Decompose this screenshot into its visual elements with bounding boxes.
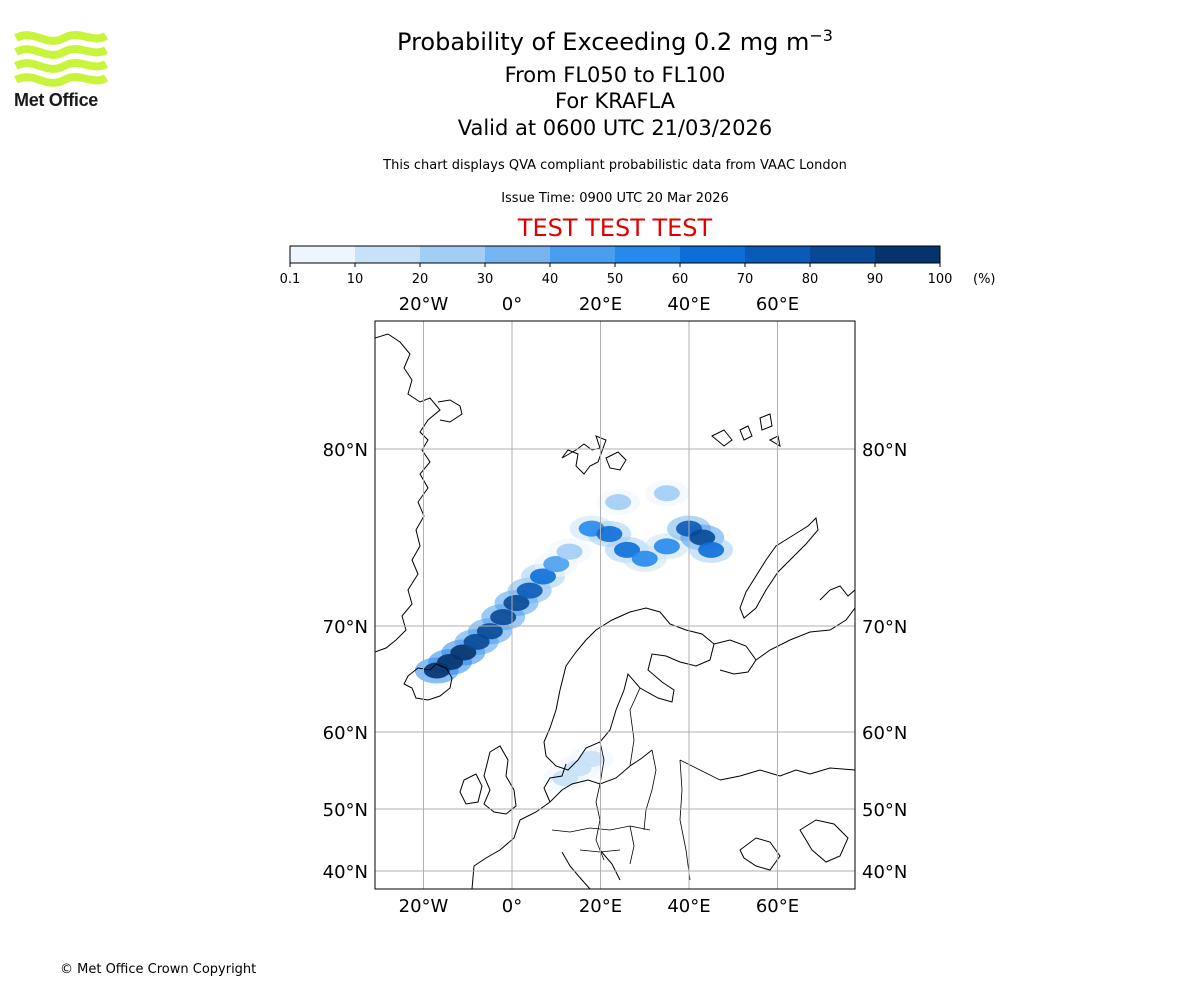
- lat-label-right: 50°N: [862, 800, 907, 821]
- logo-text: Met Office: [14, 90, 99, 110]
- lat-label-right: 60°N: [862, 723, 907, 744]
- colorbar-tick-label: 40: [542, 272, 559, 287]
- plume-cell: [543, 556, 570, 573]
- met-office-logo: Met Office: [14, 30, 109, 112]
- axis-labels: 20°W 20°W 0° 0° 20°E 20°E 40°E 40°E 60°E 60°E 80°N…: [323, 294, 908, 917]
- colorbar-tick-label: 50: [607, 272, 624, 287]
- test-banner: TEST TEST TEST: [517, 214, 713, 242]
- plume-cell: [698, 541, 725, 558]
- colorbar-tick-label: 80: [802, 272, 819, 287]
- colorbar-swatch: [550, 246, 615, 263]
- colorbar-swatch: [745, 246, 810, 263]
- colorbar-tick-label: 30: [477, 272, 494, 287]
- colorbar-swatch: [290, 246, 355, 263]
- plume-cell: [631, 550, 658, 567]
- probability-colorbar: 0.1 10 20 30 40 50 60 70 80 90 100 (%): [280, 245, 996, 287]
- lon-label-top: 20°E: [579, 294, 622, 315]
- colorbar-swatch: [420, 246, 485, 263]
- coast-svalbard-east: [605, 451, 627, 471]
- coast-europe: [471, 749, 653, 889]
- lon-label-bottom: 60°E: [756, 896, 799, 917]
- lat-label-left: 80°N: [323, 440, 368, 461]
- colorbar-swatch: [680, 246, 745, 263]
- lat-label-right: 80°N: [862, 440, 907, 461]
- issue-time: Issue Time: 0900 UTC 20 Mar 2026: [501, 191, 729, 206]
- logo-waves: [14, 31, 108, 87]
- flight-levels: From FL050 to FL100: [504, 63, 726, 87]
- title-exponent: −3: [809, 26, 833, 45]
- probability-map: 20°W 20°W 0° 0° 20°E 20°E 40°E 40°E 60°E 60°E 80°N…: [323, 294, 908, 917]
- lon-label-bottom: 0°: [502, 896, 522, 917]
- lon-label-bottom: 40°E: [667, 896, 710, 917]
- colorbar-tick-label: 0.1: [280, 272, 301, 287]
- colorbar-swatch: [355, 246, 420, 263]
- chart-subtitle: This chart displays QVA compliant probab…: [383, 158, 847, 173]
- coast-ireland: [459, 773, 483, 805]
- colorbar-swatch: [485, 246, 550, 263]
- colorbar-swatch: [810, 246, 875, 263]
- plume-cell: [503, 594, 530, 611]
- valid-time: Valid at 0600 UTC 21/03/2026: [457, 116, 773, 140]
- lat-label-right: 40°N: [862, 862, 907, 883]
- colorbar-swatch: [875, 246, 940, 263]
- lon-label-bottom: 20°W: [399, 896, 449, 917]
- lon-label-top: 60°E: [756, 294, 799, 315]
- lat-label-left: 50°N: [323, 800, 368, 821]
- coast-greenland: [375, 333, 441, 653]
- chart-title: Probability of Exceeding 0.2 mg m−3: [290, 26, 940, 56]
- coast-novaya-zemlya: [739, 516, 819, 619]
- title-text: Probability of Exceeding 0.2 mg m: [397, 28, 810, 56]
- colorbar-tick-label: 60: [672, 272, 689, 287]
- colorbar-tick-label: 20: [412, 272, 429, 287]
- plume-cell: [552, 770, 579, 787]
- met-office-wave-icon: [14, 31, 108, 87]
- coast-eastern-europe: [719, 767, 855, 871]
- plume-cell: [476, 623, 503, 640]
- lon-label-top: 20°W: [399, 294, 449, 315]
- coast-franz-josef: [711, 413, 781, 448]
- plume-cell: [653, 485, 680, 502]
- colorbar-tick-label: 100: [928, 272, 953, 287]
- coast-russia-north: [755, 585, 855, 661]
- lat-label-left: 40°N: [323, 862, 368, 883]
- coast-svalbard: [561, 435, 607, 475]
- graticule: [375, 321, 855, 889]
- colorbar-tick-label: 70: [737, 272, 754, 287]
- plume-cell: [516, 582, 543, 599]
- colorbar-tick-label: 90: [867, 272, 884, 287]
- lon-label-bottom: 20°E: [579, 896, 622, 917]
- plume-cell: [578, 750, 605, 767]
- lon-label-top: 40°E: [667, 294, 710, 315]
- colorbar-swatch: [615, 246, 680, 263]
- colorbar-tick-label: 10: [347, 272, 364, 287]
- coast-iceland: [403, 663, 453, 701]
- lat-label-left: 60°N: [323, 723, 368, 744]
- lat-label-left: 70°N: [323, 617, 368, 638]
- plume-cell: [596, 525, 623, 542]
- coast-britain: [483, 745, 517, 815]
- map-border: [374, 320, 856, 890]
- plume-cell: [490, 609, 517, 626]
- plume-cell: [605, 494, 632, 511]
- coast-greenland-north: [437, 399, 463, 423]
- colorbar-unit: (%): [973, 272, 996, 287]
- plume-cell: [529, 568, 556, 585]
- plume-cell: [653, 538, 680, 555]
- plume-cell: [689, 529, 716, 546]
- volcano-name: For KRAFLA: [555, 89, 675, 113]
- plume-cell: [614, 541, 641, 558]
- map-frame: [375, 321, 855, 889]
- coast-scandinavia: [543, 607, 715, 771]
- plume-layer: [414, 480, 734, 792]
- copyright: © Met Office Crown Copyright: [60, 962, 257, 977]
- lat-label-right: 70°N: [862, 617, 907, 638]
- lon-label-top: 0°: [502, 294, 522, 315]
- plume-cell: [556, 543, 583, 560]
